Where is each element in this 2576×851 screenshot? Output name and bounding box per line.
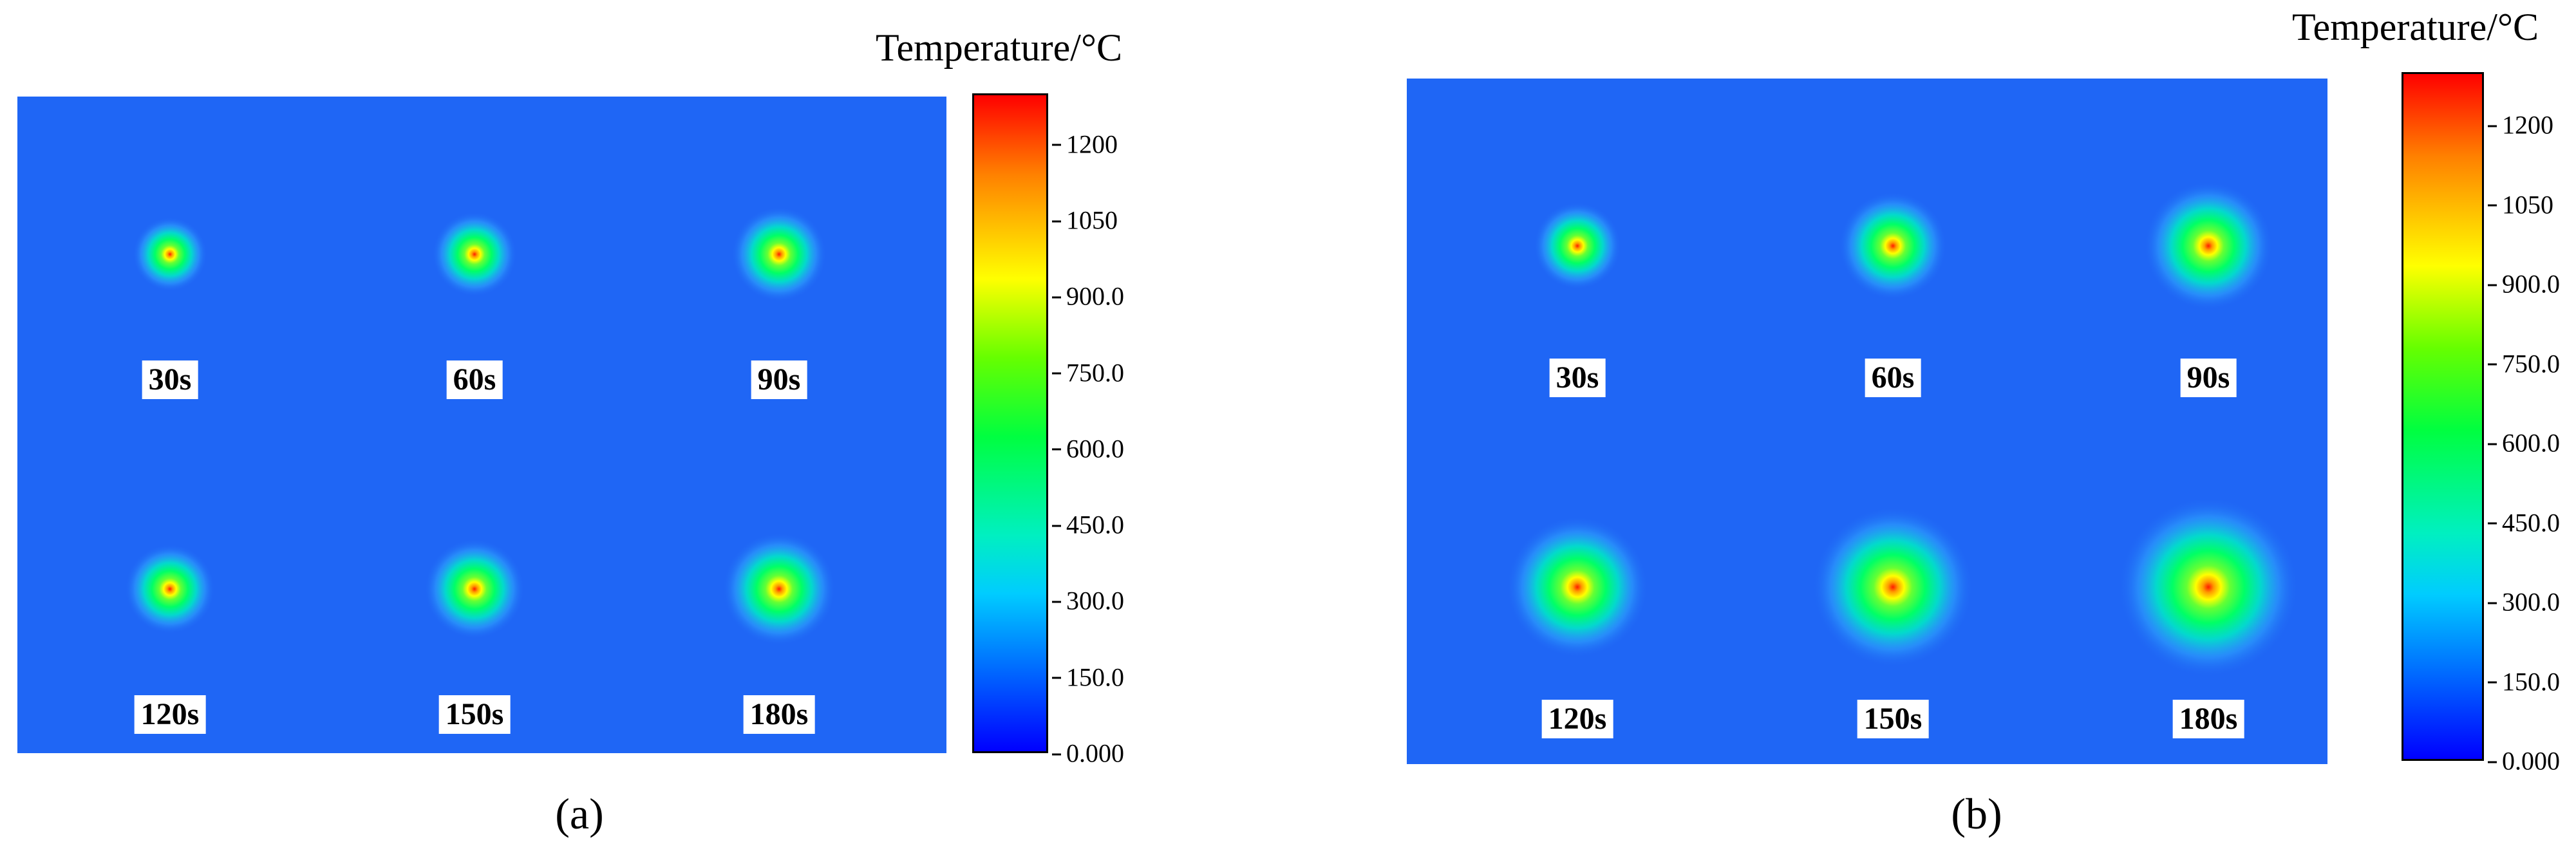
time-label-90s: 90s bbox=[751, 360, 807, 399]
colorbar-title-a: Temperature/°C bbox=[876, 26, 1122, 69]
heat-spot-120s bbox=[1507, 516, 1648, 658]
time-label-60s: 60s bbox=[1865, 359, 1921, 397]
caption-b: (b) bbox=[1951, 789, 2002, 838]
panel-b: 30s 60s 90s 120s 150s 180s Temperature/°C 0.0… bbox=[1378, 0, 2576, 851]
time-label-120s: 120s bbox=[134, 695, 206, 734]
heat-spot-180s bbox=[722, 532, 836, 646]
colorbar-tick: 300.0 bbox=[1052, 586, 1124, 615]
time-label-120s: 120s bbox=[1541, 700, 1613, 738]
colorbar-tick: 900.0 bbox=[1052, 281, 1124, 311]
heat-spot-30s bbox=[1534, 202, 1621, 290]
heat-spot-120s bbox=[125, 544, 215, 634]
time-label-90s: 90s bbox=[2180, 359, 2237, 397]
colorbar-tick: 1200 bbox=[1052, 129, 1118, 159]
time-label-180s: 180s bbox=[2172, 700, 2244, 738]
heat-spot-90s bbox=[2144, 182, 2273, 310]
caption-a: (a) bbox=[555, 789, 604, 838]
temperature-field-b: 30s 60s 90s 120s 150s 180s bbox=[1407, 79, 2327, 764]
colorbar-tick: 750.0 bbox=[1052, 358, 1124, 388]
heat-spot-180s bbox=[2118, 497, 2299, 677]
colorbar-tick: 0.000 bbox=[2488, 746, 2560, 776]
heat-spot-60s bbox=[1839, 192, 1947, 300]
time-label-30s: 30s bbox=[1549, 359, 1606, 397]
heat-spot-90s bbox=[731, 207, 827, 302]
heat-spot-60s bbox=[432, 212, 517, 297]
colorbar-tick: 600.0 bbox=[2488, 428, 2560, 458]
temperature-field-a: 30s 60s 90s 120s 150s 180s bbox=[17, 97, 946, 753]
colorbar-tick: 600.0 bbox=[1052, 434, 1124, 463]
colorbar-tick: 150.0 bbox=[2488, 667, 2560, 697]
colorbar-tick: 1050 bbox=[2488, 190, 2553, 220]
heat-spot-30s bbox=[133, 217, 207, 292]
heat-spot-150s bbox=[424, 539, 525, 639]
colorbar-tick: 750.0 bbox=[2488, 349, 2560, 379]
colorbar-tick: 450.0 bbox=[2488, 508, 2560, 538]
colorbar-b bbox=[2402, 72, 2484, 761]
heat-spot-150s bbox=[1812, 507, 1973, 668]
colorbar-tick: 450.0 bbox=[1052, 510, 1124, 539]
colorbar-a bbox=[972, 93, 1048, 753]
colorbar-title-b: Temperature/°C bbox=[2292, 6, 2539, 48]
colorbar-tick: 0.000 bbox=[1052, 738, 1124, 768]
colorbar-tick: 300.0 bbox=[2488, 587, 2560, 617]
time-label-60s: 60s bbox=[446, 360, 503, 399]
colorbar-tick: 150.0 bbox=[1052, 662, 1124, 692]
colorbar-tick: 1050 bbox=[1052, 205, 1118, 235]
colorbar-tick: 900.0 bbox=[2488, 269, 2560, 299]
time-label-180s: 180s bbox=[743, 695, 815, 734]
time-label-30s: 30s bbox=[142, 360, 198, 399]
panel-a: 30s 60s 90s 120s 150s 180s Temperature/°C 0.0… bbox=[0, 0, 1185, 851]
heat-spots-b bbox=[1507, 182, 2299, 677]
time-label-150s: 150s bbox=[438, 695, 511, 734]
time-label-150s: 150s bbox=[1857, 700, 1929, 738]
colorbar-tick: 1200 bbox=[2488, 110, 2553, 140]
heat-spots-a bbox=[125, 207, 836, 646]
